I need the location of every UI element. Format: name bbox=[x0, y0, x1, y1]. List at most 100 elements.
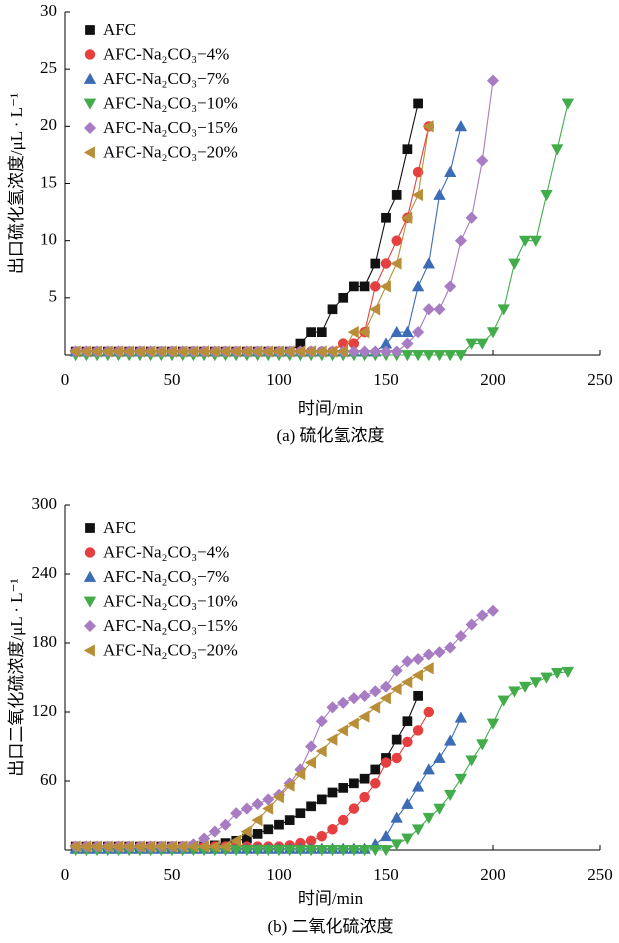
data-point bbox=[326, 701, 339, 714]
data-point bbox=[476, 338, 489, 350]
x-tick-label: 0 bbox=[61, 865, 70, 884]
data-point bbox=[444, 280, 457, 293]
data-point bbox=[347, 692, 361, 705]
y-tick-label: 30 bbox=[40, 1, 57, 20]
data-point bbox=[229, 845, 243, 857]
data-point bbox=[529, 235, 543, 247]
data-point bbox=[240, 825, 252, 838]
y-tick-label: 10 bbox=[40, 230, 57, 249]
data-point bbox=[358, 325, 370, 339]
data-point bbox=[422, 350, 436, 362]
data-point bbox=[486, 604, 500, 617]
data-point bbox=[283, 779, 295, 792]
y-tick-label: 240 bbox=[32, 563, 58, 582]
data-point bbox=[208, 825, 221, 838]
legend-marker bbox=[85, 523, 95, 533]
data-point bbox=[422, 257, 436, 269]
y-tick-label: 5 bbox=[49, 287, 58, 306]
data-point bbox=[262, 845, 275, 857]
data-point bbox=[508, 686, 521, 698]
data-point bbox=[347, 325, 359, 339]
legend-marker bbox=[83, 644, 95, 657]
legend-label: AFC-Na₂CO₃−7% bbox=[103, 567, 229, 586]
data-point bbox=[412, 725, 424, 736]
data-point bbox=[315, 845, 329, 857]
data-point bbox=[370, 778, 381, 789]
data-point bbox=[390, 682, 402, 696]
y-tick-label: 25 bbox=[40, 58, 57, 77]
data-point bbox=[433, 751, 446, 763]
data-point bbox=[380, 258, 392, 269]
data-point bbox=[336, 845, 350, 857]
data-point bbox=[219, 840, 231, 853]
data-point bbox=[379, 680, 393, 693]
data-point bbox=[272, 790, 284, 804]
data-point bbox=[476, 154, 489, 167]
data-point bbox=[465, 755, 478, 767]
data-point bbox=[391, 734, 402, 745]
legend-marker bbox=[83, 121, 97, 135]
data-point bbox=[315, 744, 327, 758]
data-point bbox=[465, 338, 478, 350]
data-point bbox=[358, 845, 371, 857]
data-point bbox=[379, 829, 393, 842]
y-tick-label: 300 bbox=[32, 494, 58, 513]
x-tick-label: 250 bbox=[587, 370, 613, 389]
data-point bbox=[433, 188, 446, 200]
y-tick-label: 20 bbox=[40, 115, 57, 134]
data-point bbox=[358, 710, 370, 723]
series-line bbox=[75, 103, 419, 353]
data-point bbox=[315, 715, 328, 728]
data-point bbox=[390, 811, 403, 823]
data-point bbox=[369, 345, 382, 358]
x-tick-label: 200 bbox=[480, 865, 506, 884]
data-point bbox=[454, 629, 468, 643]
data-point bbox=[529, 677, 543, 689]
data-point bbox=[251, 813, 263, 827]
data-point bbox=[402, 144, 413, 155]
data-point bbox=[433, 646, 446, 659]
legend-marker bbox=[83, 98, 97, 110]
data-point bbox=[369, 685, 382, 698]
x-tick-label: 100 bbox=[266, 865, 292, 884]
data-point bbox=[423, 706, 435, 718]
data-point bbox=[390, 325, 403, 338]
data-point bbox=[381, 212, 391, 223]
data-point bbox=[411, 652, 425, 666]
data-point bbox=[326, 733, 338, 746]
data-point bbox=[294, 767, 306, 781]
data-point bbox=[370, 258, 381, 269]
data-point bbox=[433, 303, 446, 316]
legend-marker bbox=[83, 596, 97, 608]
data-point bbox=[422, 303, 435, 316]
y-tick-label: 180 bbox=[32, 632, 58, 651]
data-point bbox=[402, 716, 413, 727]
data-point bbox=[368, 701, 381, 714]
data-point bbox=[390, 257, 402, 270]
data-point bbox=[443, 789, 457, 802]
legend-marker bbox=[84, 49, 96, 60]
data-point bbox=[518, 681, 532, 694]
data-point bbox=[486, 74, 500, 87]
data-point bbox=[230, 807, 243, 820]
data-point bbox=[306, 327, 316, 337]
data-point bbox=[391, 235, 402, 246]
data-point bbox=[411, 824, 425, 836]
legend-label: AFC-Na₂CO₃−15% bbox=[103, 118, 238, 137]
legend-label: AFC-Na₂CO₃−20% bbox=[103, 142, 238, 161]
data-point bbox=[370, 281, 381, 292]
data-point bbox=[444, 641, 457, 654]
data-point bbox=[476, 609, 489, 622]
data-point bbox=[401, 833, 414, 845]
data-point bbox=[348, 803, 360, 814]
data-point bbox=[443, 165, 457, 177]
data-point bbox=[326, 845, 339, 857]
data-point bbox=[370, 764, 381, 775]
legend-marker bbox=[85, 25, 95, 35]
data-point bbox=[508, 258, 521, 270]
data-point bbox=[358, 345, 371, 358]
series-line bbox=[75, 671, 568, 851]
data-point bbox=[401, 797, 414, 809]
